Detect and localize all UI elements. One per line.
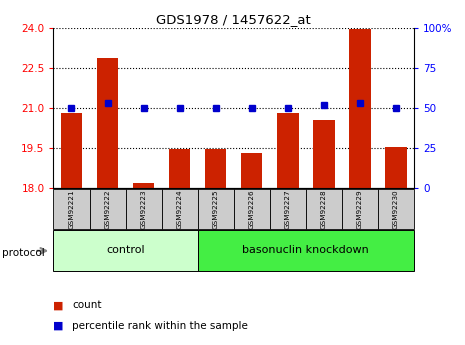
Text: GSM92230: GSM92230 — [393, 189, 399, 229]
Bar — [53, 189, 89, 229]
Text: GSM92225: GSM92225 — [213, 189, 219, 229]
Text: GSM92224: GSM92224 — [177, 189, 183, 229]
Text: GSM92227: GSM92227 — [285, 189, 291, 229]
Text: GSM92222: GSM92222 — [105, 189, 111, 229]
Bar — [162, 189, 198, 229]
Bar — [342, 189, 378, 229]
Bar — [234, 189, 270, 229]
Text: GSM92223: GSM92223 — [140, 189, 146, 229]
Bar — [198, 189, 233, 229]
Text: percentile rank within the sample: percentile rank within the sample — [72, 321, 248, 331]
Bar — [277, 113, 299, 188]
Bar — [378, 189, 414, 229]
Bar — [126, 189, 162, 229]
Text: GSM92226: GSM92226 — [249, 189, 255, 229]
Bar — [306, 189, 342, 229]
Text: control: control — [106, 246, 145, 255]
Text: ■: ■ — [53, 321, 64, 331]
Bar — [198, 230, 414, 271]
Text: GSM92221: GSM92221 — [68, 189, 74, 229]
Text: basonuclin knockdown: basonuclin knockdown — [242, 246, 369, 255]
Title: GDS1978 / 1457622_at: GDS1978 / 1457622_at — [156, 13, 311, 27]
Bar — [60, 113, 82, 188]
Bar — [241, 153, 262, 188]
Bar — [169, 149, 191, 188]
Bar — [133, 183, 154, 188]
Bar — [205, 149, 226, 188]
Text: GSM92229: GSM92229 — [357, 189, 363, 229]
Bar — [313, 120, 334, 188]
Text: count: count — [72, 300, 101, 310]
Bar — [385, 147, 406, 188]
Bar — [270, 189, 306, 229]
Bar — [53, 230, 198, 271]
Text: protocol: protocol — [2, 248, 45, 257]
Bar — [97, 58, 118, 188]
Text: ■: ■ — [53, 300, 64, 310]
Bar — [89, 189, 126, 229]
Text: GSM92228: GSM92228 — [321, 189, 327, 229]
Bar — [349, 29, 371, 188]
